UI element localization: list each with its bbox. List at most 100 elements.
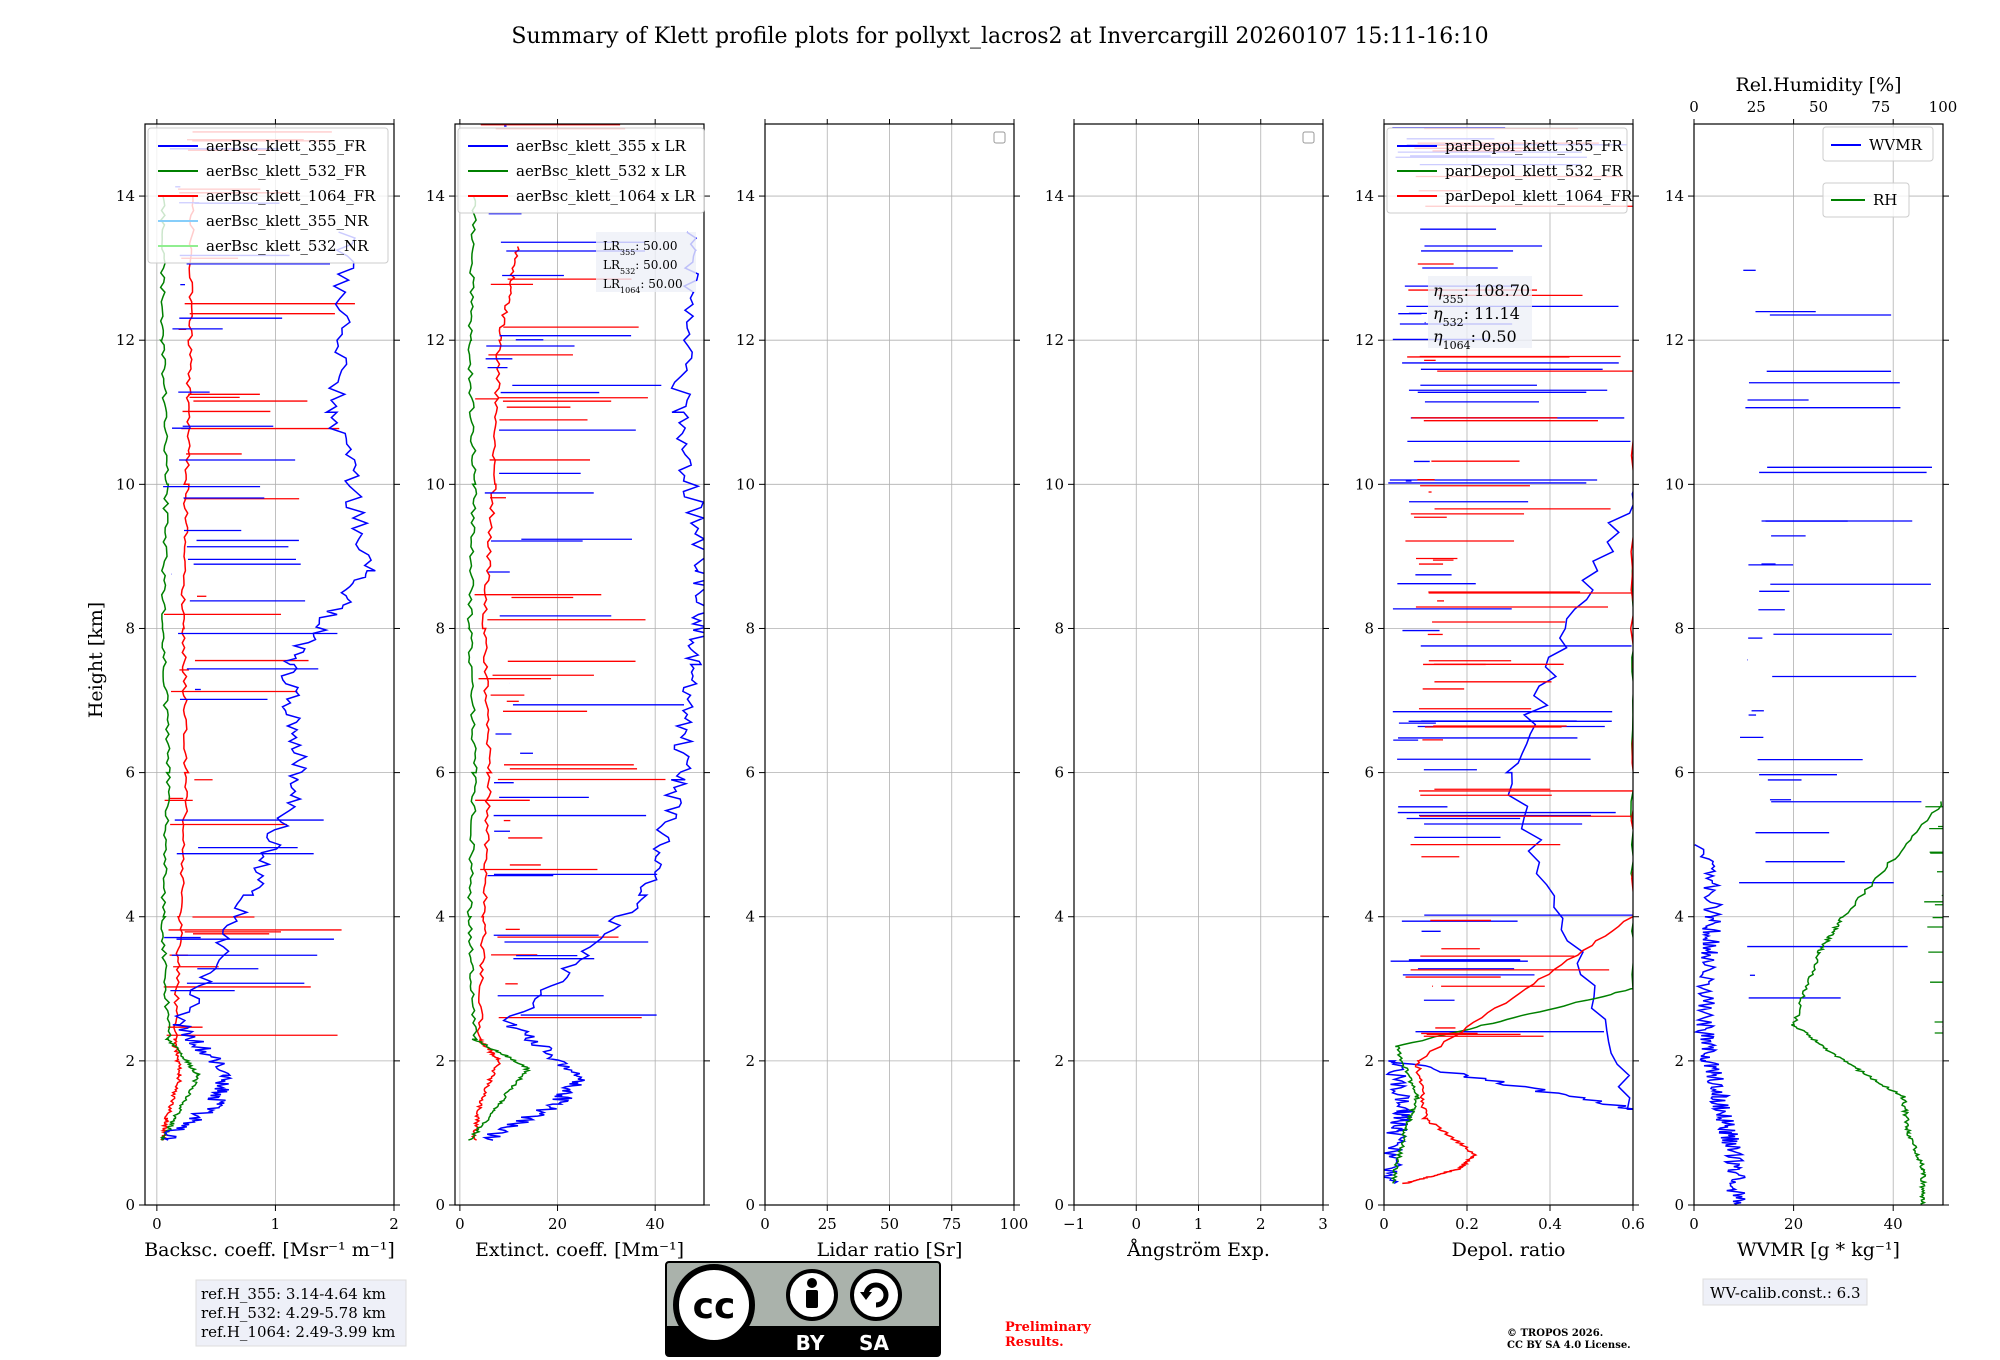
legend-label-3: aerBsc_klett_355_NR [206,212,369,230]
y-tick-label-3: 6 [1054,764,1064,782]
x-tick-label-0: 0 [1379,1215,1389,1233]
panel-extinction: 0 20 40 0 2 4 6 8 10 12 14 Extinct. coeff. [Mm⁻¹] ae… [426,119,710,1261]
y-tick-label-1: 2 [745,1052,755,1070]
y-tick-label-3: 6 [125,764,135,782]
sa-arrow-icon [863,1282,889,1308]
ref-height-355: ref.H_355: 3.14-4.64 km [201,1285,386,1303]
y-tick-label-2: 4 [435,908,445,926]
legend-label-wvmr: WVMR [1869,136,1923,154]
panel-frame [144,123,395,1206]
x-axis-label-backscatter: Backsc. coeff. [Msr⁻¹ m⁻¹] [144,1239,395,1261]
y-tick-label-1: 2 [125,1052,135,1070]
copyright-line-2: CC BY SA 4.0 License. [1507,1340,1631,1351]
lidar-ratio-1: LR532: 50.00 [603,258,678,276]
series-line-0 [1694,844,1746,1205]
wv-calib-box: WV-calib.const.: 6.3 [1702,1278,1868,1306]
series-line-0 [1384,489,1633,1185]
empty-legend-box [993,131,1006,144]
x-tick-label-1: 0 [1131,1215,1141,1233]
series-line-1 [466,195,532,1141]
y-tick-label-1: 2 [1364,1052,1374,1070]
y-tick-label-1: 2 [1054,1052,1064,1070]
y-tick-label-7: 14 [1045,187,1064,205]
y-tick-label-5: 10 [426,475,445,493]
y-tick-label-4: 8 [125,619,135,637]
series-line-2 [481,231,704,1141]
y-tick-label-4: 8 [1054,619,1064,637]
eta-box [1428,276,1532,348]
x-tick-label-2: 0.4 [1538,1215,1562,1233]
ref-height-1064: ref.H_1064: 2.49-3.99 km [201,1323,395,1341]
eta-2: η1064: 0.50 [1433,327,1517,352]
x-tick-label-2: 50 [880,1215,899,1233]
x-tick-label-2: 2 [389,1215,399,1233]
legend-label-2: aerBsc_klett_1064 x LR [516,187,696,205]
plot-area-extinction [466,124,704,1141]
legend-label-4: aerBsc_klett_532_NR [206,237,369,255]
x-tick-label-2: 1 [1194,1215,1204,1233]
panel-depol: 0 0.2 0.4 0.6 0 2 4 6 8 10 12 14 Depol. ratio parDepo… [1355,119,1645,1261]
x-tick-label-0: 0 [1689,1215,1699,1233]
legend-label-2: parDepol_klett_1064_FR [1445,187,1633,205]
x-tick-label-0: −1 [1063,1215,1085,1233]
x-tick-label-0: 0 [760,1215,770,1233]
preliminary-line-2: Results. [1005,1335,1064,1350]
plot-area-wvmr [1694,269,1943,1205]
plot-area-backscatter [159,131,376,1141]
panel-frame [454,123,705,1206]
series-line-0 [159,196,195,1141]
by-person-head [807,1278,817,1288]
y-axis-label: Height [km] [85,602,107,718]
sa-circle-icon [850,1269,902,1321]
y-tick-label-5: 10 [1665,475,1684,493]
series-line-2 [162,231,376,1141]
top-axis-label: Rel.Humidity [%] [1735,74,1901,96]
y-tick-label-6: 12 [736,331,755,349]
x-tick-label-1: 25 [818,1215,837,1233]
x-axis-label-wvmr: WVMR [g * kg⁻¹] [1737,1239,1900,1261]
cc-circle-icon [673,1264,755,1346]
y-tick-label-5: 10 [116,475,135,493]
x-axis-label-lidar-ratio: Lidar ratio [Sr] [817,1239,963,1261]
legend-box [1386,127,1628,214]
lidar-ratio-2: LR1064: 50.00 [603,277,683,295]
y-tick-label-4: 8 [745,619,755,637]
y-tick-label-5: 10 [1355,475,1374,493]
eta-1: η532: 11.14 [1433,304,1520,329]
y-tick-label-4: 8 [1364,619,1374,637]
lidar-ratio-box [596,232,696,292]
cc-license-badge: cc BY SA [665,1261,941,1357]
y-tick-label-4: 8 [1674,619,1684,637]
y-tick-label-0: 0 [125,1196,135,1214]
y-tick-label-7: 14 [116,187,135,205]
y-tick-label-2: 4 [1054,908,1064,926]
top-tick-label-2: 50 [1809,98,1828,116]
legend-box [147,127,389,264]
y-tick-label-2: 4 [1674,908,1684,926]
legend-label-2: aerBsc_klett_1064_FR [206,187,376,205]
wv-calib-background [1702,1278,1868,1306]
x-tick-label-1: 20 [1784,1215,1803,1233]
preliminary-line-1: Preliminary [1005,1320,1091,1335]
legend-wvmr: WVMR RH [1822,126,1934,218]
legend-label-1: aerBsc_klett_532 x LR [516,162,687,180]
y-tick-label-2: 4 [745,908,755,926]
ref-height-532: ref.H_532: 4.29-5.78 km [201,1304,386,1322]
legend-label-0: aerBsc_klett_355 x LR [516,137,687,155]
x-axis-label-depol: Depol. ratio [1452,1239,1566,1261]
legend-label-0: aerBsc_klett_355_FR [206,137,366,155]
legend-label-0: parDepol_klett_355_FR [1445,137,1623,155]
y-tick-label-2: 4 [125,908,135,926]
empty-legend-box [1302,131,1315,144]
x-tick-label-0: 0 [152,1215,162,1233]
top-tick-label-4: 100 [1929,98,1958,116]
y-tick-label-7: 14 [1355,187,1374,205]
y-tick-label-0: 0 [1674,1196,1684,1214]
y-tick-label-0: 0 [745,1196,755,1214]
legend-box-wvmr [1822,126,1934,162]
wv-calib-text: WV-calib.const.: 6.3 [1710,1284,1861,1302]
x-tick-label-1: 1 [271,1215,281,1233]
